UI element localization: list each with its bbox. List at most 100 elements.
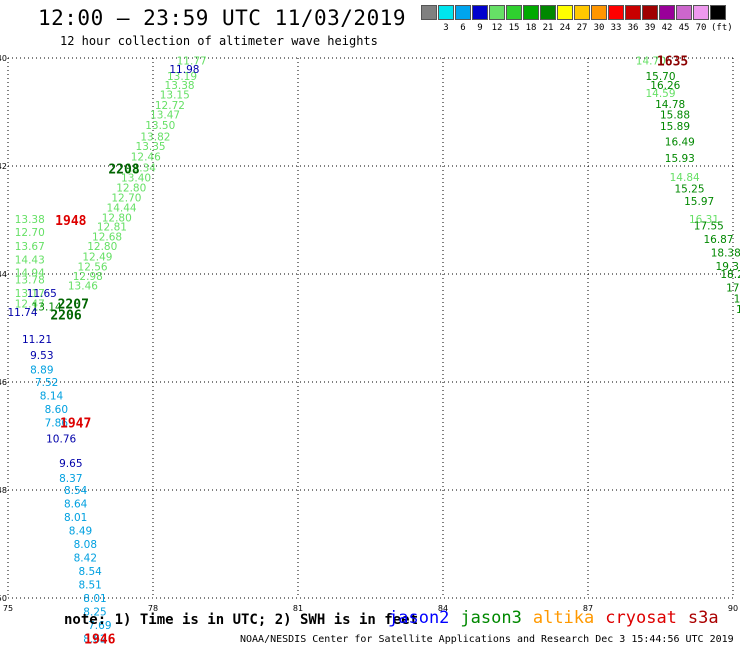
wave-height-label: 12.80 [87,241,117,253]
wave-height-label: 7.52 [35,377,58,389]
color-swatch [557,5,573,20]
color-tick-label: 15 [508,23,520,33]
color-tick-label: 45 [678,23,690,33]
color-swatch [608,5,624,20]
color-swatch [540,5,556,20]
y-tick-label: -46 [0,378,7,387]
color-swatch [642,5,658,20]
wave-height-label: 8.08 [74,539,97,551]
color-swatch [523,5,539,20]
wave-height-label: 13.40 [121,172,151,184]
satellite-label: jason2 [388,608,450,628]
color-tick-label: 30 [593,23,605,33]
time-label: 1948 [55,214,86,229]
color-tick-label: 27 [576,23,588,33]
wave-height-label: 12.81 [97,221,127,233]
wave-height-label: 8.49 [69,526,92,538]
wave-height-label: 13.15 [160,90,190,102]
wave-height-label: 10.76 [46,434,76,446]
wave-height-label: 15.97 [684,196,714,208]
note-text: note: 1) Time is in UTC; 2) SWH is in fe… [64,612,419,628]
wave-height-label: 12.56 [78,261,108,273]
x-tick-label: 90 [728,604,738,613]
wave-height-label: 15.25 [674,184,704,196]
wave-height-label: 11.21 [22,334,52,346]
x-tick-label: 87 [583,604,593,613]
wave-height-label: 17.55 [694,220,724,232]
color-swatch [574,5,590,20]
wave-height-label: 13.78 [15,274,45,286]
chart-title: 12:00 — 23:59 UTC 11/03/2019 [38,6,407,30]
wave-height-label: 12.68 [92,232,122,244]
time-label: 1947 [60,417,91,432]
wave-height-label: 15.89 [660,121,690,133]
wave-height-label: 13.82 [140,131,170,143]
color-tick-label: 18 [525,23,537,33]
x-tick-label: 81 [293,604,303,613]
y-tick-label: -44 [0,270,7,279]
wave-height-label: 13.14 [32,301,62,313]
wave-height-label: 16.31 [689,214,719,226]
wave-height-label: 8.51 [78,580,101,592]
wave-height-label: 14.43 [15,254,45,266]
wave-height-label: 14.94 [15,267,45,279]
wave-height-label: 9.65 [59,458,82,470]
footer-credit: NOAA/NESDIS Center for Satellite Applica… [240,634,734,645]
color-tick-label: 3 [443,23,449,33]
wave-height-label: 8.14 [40,391,64,403]
wave-height-label: 18 [734,293,740,305]
wave-height-label: 14.70 [636,56,666,68]
satellite-legend: jason2 jason3 altika cryosat s3a [388,608,730,628]
wave-height-label: 12.70 [111,192,141,204]
wave-height-label: 14.84 [670,172,700,184]
color-swatch [472,5,488,20]
time-label: 2208 [108,163,139,178]
wave-height-label: 8.01 [64,512,87,524]
wave-height-label: 13.38 [165,80,195,92]
time-label: 1946 [84,633,115,648]
wave-height-label: 13.50 [145,120,175,132]
color-swatch [591,5,607,20]
wave-height-label: 8.54 [78,566,102,578]
wave-height-label: 14.44 [107,203,137,215]
wave-height-label: 8.25 [83,607,106,619]
wave-height-label: 12.70 [15,227,45,239]
wave-height-label: 13.34 [126,163,156,175]
wave-height-label: 13.19 [167,71,197,83]
color-swatch [693,5,709,20]
wave-height-label: 12.49 [82,252,112,264]
color-swatch [438,5,454,20]
color-swatch [421,5,437,20]
color-tick-label: 70 [695,23,707,33]
color-swatch [659,5,675,20]
x-tick-label: 84 [438,604,448,613]
time-label: 1635 [657,55,688,70]
wave-height-label: 18.38 [711,247,740,259]
wave-height-label: 7.69 [88,620,111,632]
wave-height-label: 15.70 [645,71,675,83]
color-swatch [489,5,505,20]
wave-height-label: 11.74 [7,307,37,319]
wave-height-label: 12.80 [102,212,132,224]
y-tick-label: -42 [0,162,7,171]
time-label: 2206 [50,309,81,324]
wave-height-label: 9.53 [30,350,53,362]
wave-height-label: 12.98 [73,271,103,283]
y-tick-label: -48 [0,486,7,495]
wave-height-label: 16.87 [703,234,733,246]
wave-height-label: 8.89 [30,365,53,377]
y-tick-label: -40 [0,54,7,63]
wave-height-label: 16.26 [650,80,680,92]
color-tick-label: 9 [477,23,483,33]
color-swatch [676,5,692,20]
wave-height-label: 13.17 [15,288,45,300]
wave-height-label: 14.59 [645,88,675,100]
wave-height-label: 12.47 [15,299,45,311]
time-label: 2207 [58,298,89,313]
color-swatch [455,5,471,20]
x-tick-label: 75 [3,604,13,613]
wave-height-label: 11.77 [177,56,207,68]
color-swatch [625,5,641,20]
color-unit-label: (ft) [711,23,733,33]
